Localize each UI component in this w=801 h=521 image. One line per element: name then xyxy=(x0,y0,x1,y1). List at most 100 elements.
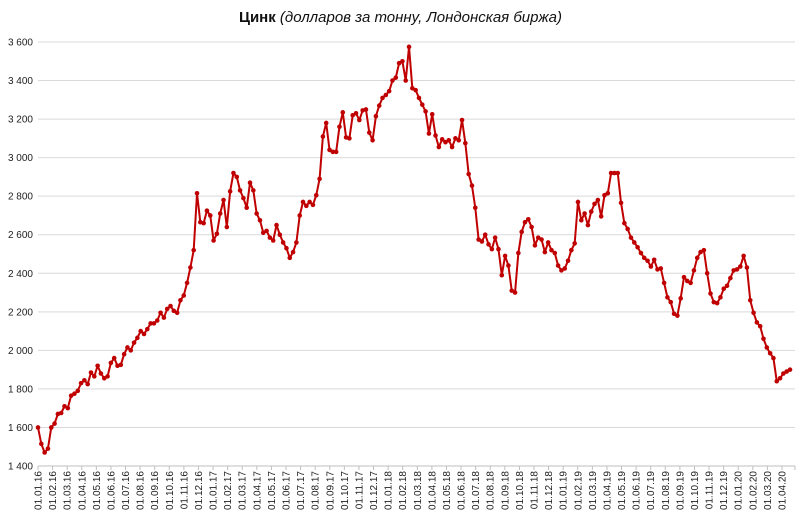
data-point xyxy=(294,240,299,245)
data-point xyxy=(396,60,402,66)
data-point xyxy=(757,323,763,329)
data-point xyxy=(78,380,84,386)
data-point xyxy=(191,247,196,253)
data-point xyxy=(552,250,558,256)
data-point xyxy=(151,321,157,326)
x-axis-label: 01.11.19 xyxy=(705,471,716,510)
data-point xyxy=(327,147,332,153)
y-axis-label: 2 800 xyxy=(8,192,33,203)
data-point xyxy=(141,331,147,337)
x-axis-label: 01.05.18 xyxy=(442,471,453,510)
data-point xyxy=(486,242,491,247)
data-point xyxy=(237,188,243,193)
data-point xyxy=(608,170,614,176)
data-point xyxy=(264,228,269,234)
x-axis-label: 01.01.17 xyxy=(209,471,220,510)
data-point xyxy=(65,405,71,411)
data-point xyxy=(310,202,316,208)
data-point xyxy=(244,205,249,211)
data-point xyxy=(158,310,163,316)
data-point xyxy=(330,149,336,155)
data-point xyxy=(691,268,697,273)
data-point xyxy=(234,174,240,180)
data-point xyxy=(436,144,442,150)
y-axis-label: 2 200 xyxy=(8,307,33,318)
data-point xyxy=(413,87,418,93)
data-point xyxy=(85,381,90,387)
data-point xyxy=(615,170,621,176)
data-point xyxy=(671,311,677,317)
data-point xyxy=(433,133,438,138)
x-axis-label: 01.10.16 xyxy=(165,471,176,510)
x-axis-label: 01.11.18 xyxy=(530,471,541,510)
data-point xyxy=(138,328,143,334)
data-point xyxy=(320,134,326,139)
data-point xyxy=(419,102,425,107)
x-axis-label: 01.10.19 xyxy=(690,471,701,510)
data-point xyxy=(217,211,223,216)
chart-title: Цинк (долларов за тонну, Лондонская бирж… xyxy=(0,9,801,26)
data-point xyxy=(125,345,130,350)
x-axis-label: 01.06.17 xyxy=(282,471,293,510)
data-point xyxy=(489,246,495,252)
data-point xyxy=(337,124,342,130)
data-point xyxy=(201,220,206,226)
data-point xyxy=(135,335,140,341)
data-point xyxy=(754,320,760,325)
data-point xyxy=(307,199,312,205)
x-axis-label: 01.04.20 xyxy=(778,471,789,510)
data-point xyxy=(638,250,644,256)
data-point xyxy=(95,363,100,369)
x-axis-label: 01.07.16 xyxy=(121,471,132,510)
x-axis-label: 01.04.19 xyxy=(602,471,613,510)
data-point xyxy=(231,170,236,176)
data-point xyxy=(592,201,597,207)
data-point xyxy=(519,229,524,235)
x-axis-label: 01.08.18 xyxy=(486,471,497,510)
data-point xyxy=(628,235,634,240)
data-point xyxy=(741,253,746,259)
data-point xyxy=(641,255,647,261)
data-point xyxy=(718,295,723,300)
data-point xyxy=(188,265,193,270)
x-axis-label: 01.09.17 xyxy=(325,471,336,510)
data-point xyxy=(635,244,640,250)
data-point xyxy=(579,217,584,223)
data-point xyxy=(284,245,289,251)
data-point xyxy=(280,240,286,245)
y-axis-label: 1 600 xyxy=(8,423,33,434)
data-point xyxy=(618,200,624,206)
data-point xyxy=(612,170,617,176)
data-point xyxy=(357,117,362,123)
data-point xyxy=(701,247,707,253)
data-point xyxy=(111,355,117,361)
data-point xyxy=(287,255,293,261)
data-point xyxy=(161,315,167,320)
data-point xyxy=(767,350,773,356)
data-point xyxy=(171,308,177,314)
data-point xyxy=(651,257,657,263)
data-point xyxy=(403,78,409,83)
data-point xyxy=(181,293,187,298)
data-point xyxy=(446,137,452,143)
x-axis-label: 01.02.16 xyxy=(48,471,59,510)
x-axis-label: 01.03.17 xyxy=(238,471,249,510)
data-point xyxy=(532,243,538,248)
data-point xyxy=(75,388,81,394)
data-point xyxy=(105,374,110,379)
y-axis-label: 3 400 xyxy=(8,76,33,87)
x-axis-label: 01.09.18 xyxy=(500,471,511,510)
x-axis-label: 01.02.18 xyxy=(398,471,409,510)
data-point xyxy=(174,310,180,316)
x-axis-label: 01.08.17 xyxy=(311,471,322,510)
data-point xyxy=(665,295,670,300)
price-markers xyxy=(35,44,793,455)
data-point xyxy=(52,421,57,426)
y-axis-label: 3 600 xyxy=(8,38,33,49)
x-axis-label: 01.02.19 xyxy=(573,471,584,510)
data-point xyxy=(88,370,94,375)
data-point xyxy=(525,217,531,222)
data-point xyxy=(257,217,263,223)
x-axis-label: 01.07.18 xyxy=(471,471,482,510)
data-point xyxy=(645,258,650,264)
